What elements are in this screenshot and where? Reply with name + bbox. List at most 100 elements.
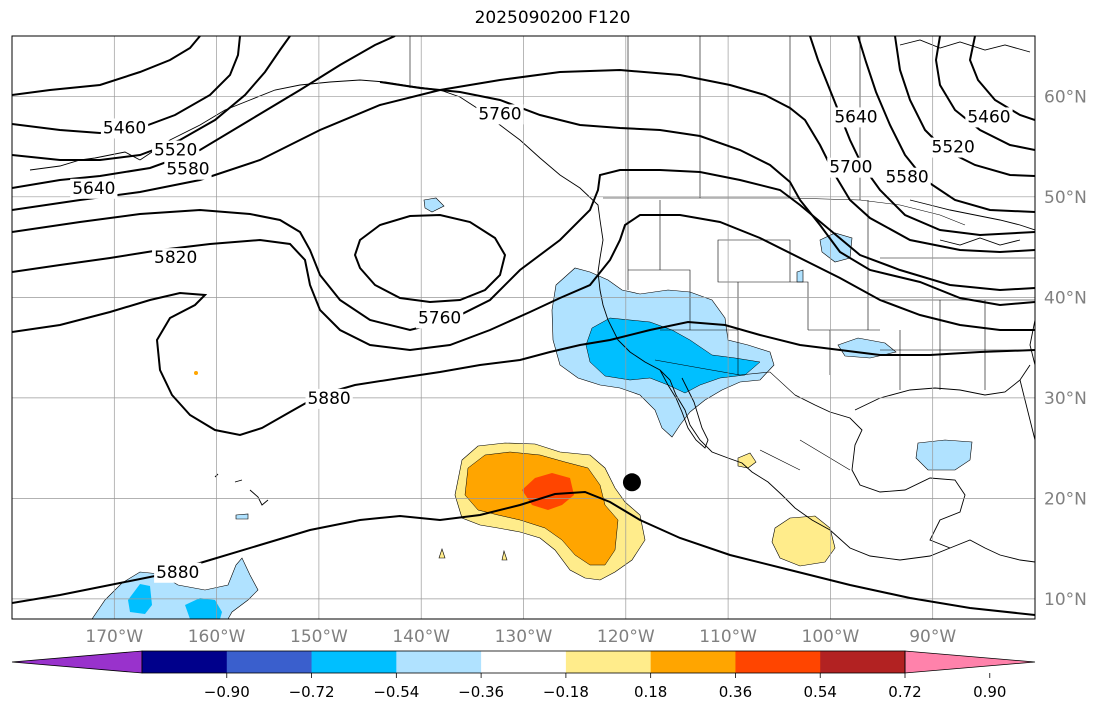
us-canada-border bbox=[603, 197, 966, 226]
contour-label: 5640 bbox=[72, 179, 115, 199]
colorbar-tick-label: −0.90 bbox=[204, 683, 250, 701]
colorbar-tick-label: −0.36 bbox=[458, 683, 504, 701]
storm-center-marker bbox=[622, 473, 641, 492]
gulf-coastline bbox=[794, 364, 1031, 549]
contour-5700-main bbox=[12, 68, 1035, 254]
contour-label-background bbox=[164, 159, 212, 180]
contour-label: 5520 bbox=[154, 141, 197, 161]
colorbar-segment bbox=[820, 651, 906, 673]
longitude-label: 140°W bbox=[392, 627, 450, 647]
contour-5520-west bbox=[12, 36, 241, 135]
longitude-label: 160°W bbox=[188, 627, 246, 647]
contour-label-background bbox=[476, 104, 524, 125]
map-title: 2025090200 F120 bbox=[474, 8, 631, 28]
positive-anomaly-orange-region bbox=[464, 451, 619, 566]
contour-label-background bbox=[827, 157, 875, 178]
contour-east-1 bbox=[809, 36, 1035, 237]
contour-label-background bbox=[152, 248, 200, 269]
colorbar-tick-label: 0.18 bbox=[634, 683, 667, 701]
longitude-label: 100°W bbox=[802, 627, 860, 647]
negative-anomaly-north-pacific bbox=[423, 197, 445, 213]
canadian-provinces bbox=[627, 36, 861, 200]
colorbar-tick-label: 0.36 bbox=[719, 683, 752, 701]
colorbar-frame bbox=[141, 650, 906, 674]
contour-label: 5760 bbox=[478, 104, 521, 124]
positive-anomaly-small-3 bbox=[501, 549, 508, 561]
latitude-label: 20°N bbox=[1044, 489, 1087, 509]
contour-label-background bbox=[305, 388, 353, 409]
contour-5460-west bbox=[12, 36, 201, 96]
contour-label: 5880 bbox=[156, 563, 199, 583]
longitude-label: 150°W bbox=[290, 627, 348, 647]
contour-label: 5460 bbox=[103, 118, 146, 138]
longitude-label: 90°W bbox=[909, 627, 956, 647]
positive-anomaly-small-2 bbox=[438, 548, 446, 559]
contour-label: 5760 bbox=[418, 308, 461, 328]
contour-label: 5460 bbox=[967, 107, 1010, 127]
positive-anomaly-small-1 bbox=[737, 452, 757, 469]
east-coastline bbox=[1019, 319, 1035, 441]
contour-label: 5880 bbox=[307, 389, 350, 409]
contour-label: 5580 bbox=[166, 160, 209, 180]
contour-label-background bbox=[832, 107, 880, 128]
colorbar-tick-label: 0.54 bbox=[804, 683, 837, 701]
longitude-label: 130°W bbox=[495, 627, 553, 647]
colorbar-max-extend bbox=[904, 650, 1036, 674]
colorbar-min-extend bbox=[11, 650, 143, 674]
colorbar-segment bbox=[481, 651, 567, 673]
latitude-label: 30°N bbox=[1044, 389, 1087, 409]
latitude-label: 10°N bbox=[1044, 590, 1087, 610]
latitude-label: 60°N bbox=[1044, 87, 1087, 107]
negative-anomaly-strong-region bbox=[585, 317, 761, 394]
contour-5820-main bbox=[12, 214, 1035, 352]
contour-east-4 bbox=[934, 36, 1035, 151]
colorbar-tick-label: −0.72 bbox=[289, 683, 335, 701]
contour-labels: 5460552055805640576058205760588058805640… bbox=[70, 104, 1013, 583]
contour-label: 5520 bbox=[932, 138, 975, 158]
colorbar-segment bbox=[142, 651, 228, 673]
longitude-label: 110°W bbox=[699, 627, 757, 647]
contour-5580-west bbox=[12, 36, 291, 161]
mexico-states bbox=[759, 439, 851, 471]
canada-coastline bbox=[899, 39, 1035, 246]
contour-label-background bbox=[154, 562, 202, 583]
negative-anomaly-gulf bbox=[915, 439, 973, 471]
contour-label-background bbox=[965, 107, 1013, 128]
negative-anomaly-southeast bbox=[837, 337, 897, 359]
colorbar-tick-label: −0.18 bbox=[543, 683, 589, 701]
contour-label: 5820 bbox=[154, 248, 197, 268]
longitude-labels: 170°W 160°W 150°W 140°W 130°W 120°W 110°W 100°W… bbox=[85, 627, 956, 647]
colorbar-tick-label: −0.54 bbox=[373, 683, 419, 701]
contour-5880-main bbox=[12, 291, 1035, 437]
negative-anomaly-small-2 bbox=[235, 513, 249, 520]
map-frame bbox=[11, 35, 1036, 620]
contour-label-background bbox=[70, 178, 118, 199]
contour-label-background bbox=[883, 167, 931, 188]
contour-label-background bbox=[415, 308, 464, 329]
contour-east-2 bbox=[857, 36, 1035, 213]
contour-label-background bbox=[100, 118, 149, 139]
positive-anomaly-mexico bbox=[771, 515, 836, 567]
longitude-label: 120°W bbox=[597, 627, 655, 647]
contour-label-background bbox=[152, 140, 200, 161]
contour-label: 5640 bbox=[834, 107, 877, 127]
colorbar-segment bbox=[650, 651, 736, 673]
contour-5820-closed-low bbox=[353, 213, 507, 304]
longitude-label: 170°W bbox=[85, 627, 143, 647]
latitude-label: 50°N bbox=[1044, 188, 1087, 208]
colorbar-tick-label: 0.72 bbox=[888, 683, 921, 701]
contour-5640-west bbox=[12, 36, 396, 189]
colorbar-segment bbox=[396, 651, 482, 673]
us-mexico-border bbox=[654, 359, 796, 396]
contour-east-5 bbox=[968, 36, 1035, 121]
positive-anomaly-small-4 bbox=[194, 371, 198, 375]
contour-label-background bbox=[929, 137, 977, 158]
colorbar-segment bbox=[311, 651, 397, 673]
latitude-labels: 10°N 20°N 30°N 40°N 50°N 60°N bbox=[1044, 87, 1087, 610]
hawaii-islands bbox=[214, 473, 269, 506]
colorbar-segment bbox=[565, 651, 652, 673]
latitude-label: 40°N bbox=[1044, 288, 1087, 308]
colorbar-segment bbox=[226, 651, 313, 673]
negative-anomaly-southwest-strong-2 bbox=[185, 598, 222, 619]
